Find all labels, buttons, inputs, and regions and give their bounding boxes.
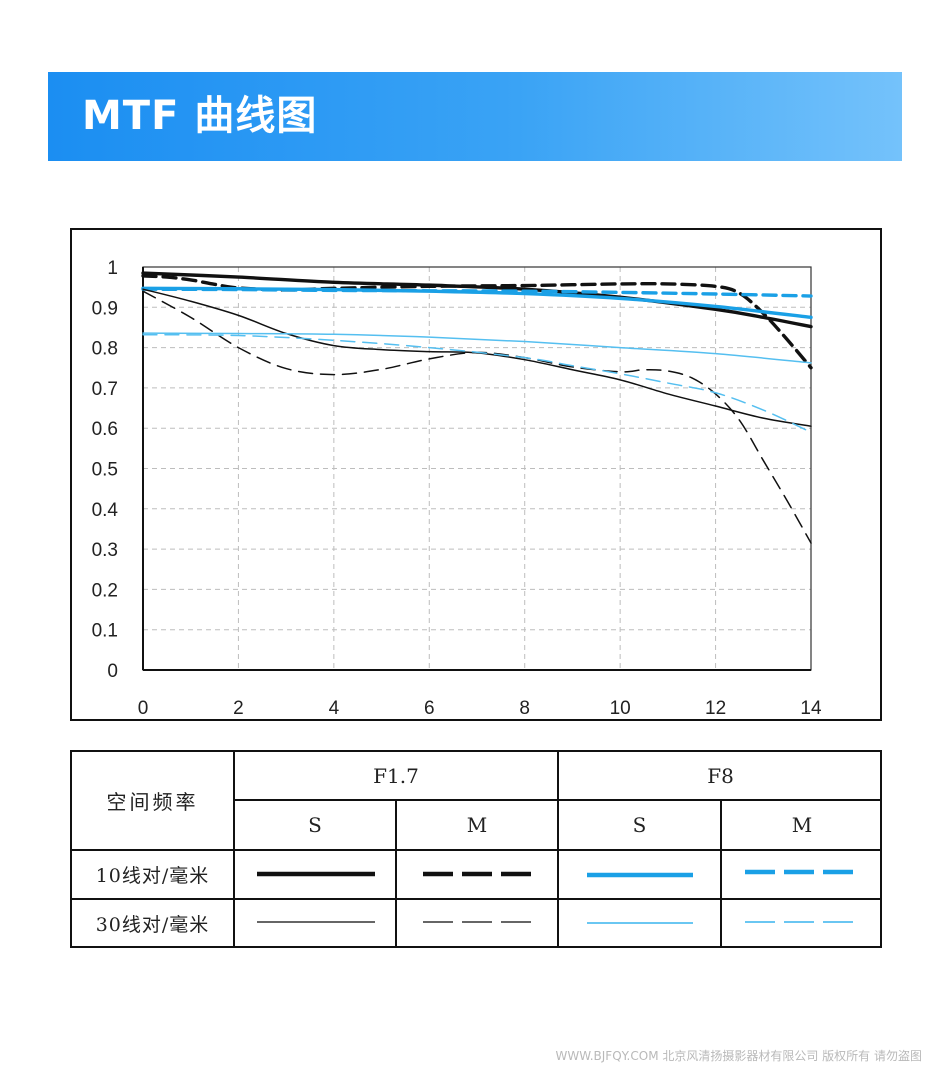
y-tick-label: 0.7 (92, 379, 118, 400)
series-line-7 (142, 332, 812, 364)
row-30lp-label: 30线对/毫米 (95, 913, 210, 936)
y-tick-label: 0.4 (92, 500, 119, 521)
y-tick-label: 0.5 (92, 460, 118, 481)
y-tick-label: 0.8 (92, 339, 118, 360)
legend-divider (72, 898, 882, 900)
series-line-2 (141, 274, 813, 370)
mtf-chart-svg: 00.10.20.30.40.50.60.70.80.910 2 4 6 8 10 12 14 (92, 258, 822, 719)
x-tick-label: 14 (800, 698, 822, 719)
x-tick-label: 8 (519, 698, 530, 719)
legend-divider (720, 799, 722, 946)
x-tick-label: 12 (705, 698, 726, 719)
mtf-chart: 0 0.1 0.2 0.3 0.4 0.5 0.6 0.7 0.8 0.9 1 0 2 4 6 8 10 12 14 (70, 228, 882, 721)
y-tick-label: 0.2 (92, 580, 118, 601)
y-tick-label: 0.3 (92, 540, 118, 561)
series-line-6 (142, 290, 812, 544)
page-title: MTF 曲线图 (82, 93, 318, 139)
y-tick-label: 0 (107, 661, 118, 682)
aperture-f17-label: F1.7 (373, 763, 419, 788)
series-line-1 (141, 271, 813, 329)
aperture-f8-label: F8 (707, 763, 734, 788)
legend-samples (257, 869, 853, 924)
title-banner: MTF 曲线图 (48, 72, 902, 161)
y-tick-label: 1 (107, 258, 118, 279)
legend-table: 空间频率 F1.7 F8 S M S M 10线对/毫米 30线对/毫米 (70, 750, 882, 948)
legend-divider (233, 799, 882, 801)
y-tick-label: 0.1 (92, 621, 118, 642)
legend-divider (72, 849, 882, 851)
x-tick-label: 0 (138, 698, 149, 719)
y-tick-label: 0.9 (92, 298, 118, 319)
watermark-text: WWW.BJFQY.COM 北京风清扬摄影器材有限公司 版权所有 请勿盗图 (555, 1049, 923, 1063)
f8-sagittal-label: S (632, 813, 647, 837)
f17-sagittal-label: S (308, 813, 322, 837)
y-tick-label: 0.6 (92, 419, 118, 440)
row-10lp-label: 10线对/毫米 (95, 865, 210, 887)
legend-divider (395, 799, 397, 946)
f8-meridional-label: M (791, 813, 813, 837)
x-tick-label: 2 (233, 698, 244, 719)
series-line-4 (141, 287, 813, 298)
f17-meridional-label: M (466, 813, 488, 837)
x-tick-label: 10 (610, 698, 631, 719)
x-tick-label: 4 (329, 698, 340, 719)
x-tick-label: 6 (424, 698, 435, 719)
spatial-frequency-label: 空间频率 (106, 790, 199, 814)
series-line-8 (142, 333, 812, 433)
